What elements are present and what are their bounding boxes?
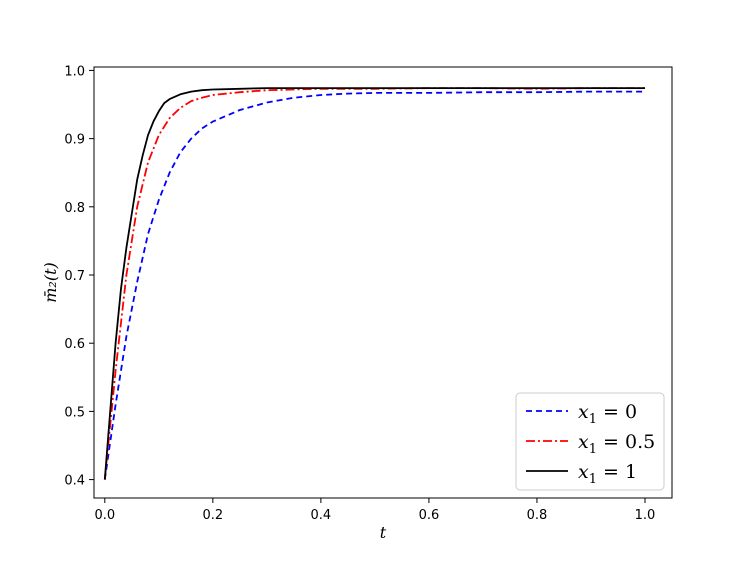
- legend: x1 = 0 x1 = 0.5 x1 = 1: [515, 392, 665, 491]
- y-tick-label: 0.7: [64, 269, 85, 284]
- y-tick-label: 1.0: [64, 64, 85, 79]
- series-line-2: [103, 87, 645, 480]
- series-layer: [103, 87, 645, 480]
- legend-entry-label: x1 = 0.5: [578, 431, 655, 457]
- legend-entry-label: x1 = 0: [578, 401, 637, 427]
- y-axis-ticks: 0.4 0.5 0.6 0.7 0.8 0.9 1.0: [64, 64, 94, 489]
- x-tick-label: 0.8: [527, 508, 548, 523]
- axes-frame: [93, 66, 673, 499]
- y-tick-label: 0.9: [64, 133, 85, 148]
- x-axis-label: t: [380, 523, 387, 542]
- x-tick-label: 0.6: [419, 508, 440, 523]
- series-line-3: [103, 87, 645, 480]
- legend-box: [515, 392, 665, 491]
- y-tick-label: 0.5: [64, 405, 85, 420]
- y-tick-label: 0.8: [64, 201, 85, 216]
- legend-entry-label: x1 = 1: [578, 461, 637, 487]
- y-tick-label: 0.6: [64, 337, 85, 352]
- x-tick-label: 1.0: [635, 508, 656, 523]
- x-axis-ticks: 0.0 0.2 0.4 0.6 0.8 1.0: [94, 498, 655, 523]
- x-tick-label: 0.2: [202, 508, 223, 523]
- y-tick-label: 0.4: [64, 474, 85, 489]
- series-line-1: [103, 90, 645, 480]
- y-axis-label: m̄₂(t): [41, 262, 60, 303]
- x-tick-label: 0.0: [94, 508, 115, 523]
- x-tick-label: 0.4: [311, 508, 332, 523]
